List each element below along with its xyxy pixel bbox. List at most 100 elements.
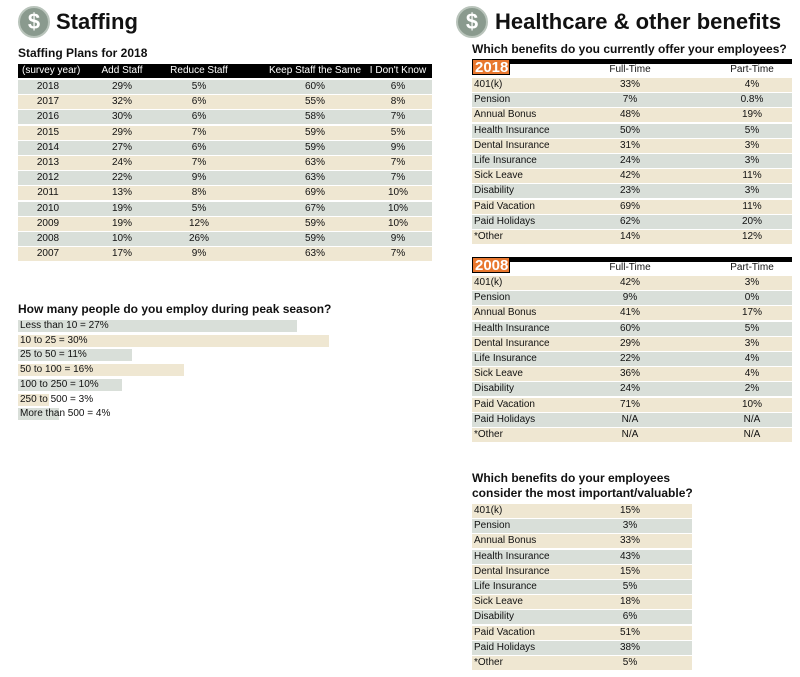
row-label: 2017 (36, 96, 60, 108)
row-label: Health Insurance (474, 322, 550, 334)
column-header: Part-Time (730, 262, 774, 273)
row-label: 2013 (36, 157, 60, 168)
cell: 10% (387, 187, 408, 199)
table-row: Life Insurance 22% 4% (472, 352, 792, 366)
table-row: Annual Bonus 41% 17% (472, 306, 792, 321)
cell: 4% (744, 79, 760, 90)
cell: 8% (191, 187, 207, 199)
cell: 69% (619, 200, 640, 212)
cell: 33% (619, 79, 640, 90)
cell: 24% (111, 157, 132, 168)
table-row: 2012 22% 9% 63% 7% (18, 171, 432, 186)
cell: 69% (304, 187, 325, 199)
table-row: Sick Leave 36% 4% (472, 367, 792, 382)
cell: 5% (744, 124, 760, 136)
cell: 22% (619, 353, 640, 364)
row-label: 401(k) (474, 505, 503, 516)
cell: 10% (387, 202, 408, 214)
cell: 3% (744, 155, 760, 166)
cell: 71% (619, 398, 640, 410)
cell: 5% (390, 126, 406, 138)
header-rule (472, 257, 792, 262)
column-header: I Don't Know (369, 65, 427, 76)
cell: 27% (111, 141, 132, 153)
cell: 58% (304, 111, 325, 123)
cell: 7% (390, 111, 406, 123)
row-label: 2011 (37, 187, 59, 199)
icon: $ (456, 6, 488, 38)
cell: 15% (619, 505, 640, 516)
cell: 24% (619, 383, 640, 395)
cell: 43% (619, 550, 640, 562)
cell: 9% (390, 233, 406, 244)
cell: 19% (111, 217, 132, 229)
table-row: Pension 7% 0.8% (472, 93, 792, 108)
section-title: Healthcare & other benefits (495, 9, 782, 34)
table-row: Pension 3% (472, 519, 692, 534)
cell: 10% (387, 217, 408, 229)
question: consider the most important/valuable? (472, 486, 693, 500)
cell: N/A (621, 429, 639, 440)
cell: 0% (744, 292, 760, 304)
table-title: Staffing Plans for 2018 (18, 46, 148, 60)
year-label: 2008 (475, 257, 509, 274)
cell: 9% (191, 248, 207, 260)
row-label: 2014 (36, 141, 60, 153)
table-row: Health Insurance 60% 5% (472, 321, 792, 336)
year-badge: 2008 (472, 257, 510, 273)
row-label: Pension (474, 94, 511, 106)
table-row: 2013 24% 7% 63% 7% (18, 156, 432, 170)
table-row: Disability 24% 2% (472, 382, 792, 397)
row-label: *Other (474, 429, 503, 440)
table-row: 2011 13% 8% 69% 10% (18, 186, 432, 201)
cell: 5% (622, 581, 638, 592)
column-header: Keep Staff the Same (268, 65, 362, 76)
row-label: Life Insurance (474, 155, 537, 166)
row-label: *Other (474, 231, 503, 242)
bar (18, 334, 329, 347)
cell: 18% (619, 596, 640, 608)
cell: 59% (304, 126, 325, 138)
cell: 6% (191, 111, 207, 123)
cell: 22% (111, 172, 132, 184)
table-row: 2014 27% 6% 59% 9% (18, 140, 432, 155)
table-row: 2008 10% 26% 59% 9% (18, 232, 432, 246)
table-row: Dental Insurance 15% (472, 564, 692, 579)
table-header: Full-Time Part-Time (472, 261, 792, 275)
cell: 32% (111, 96, 132, 108)
cell: 11% (742, 170, 762, 182)
row-label: Paid Vacation (474, 200, 535, 212)
cell: 60% (304, 81, 325, 92)
table-row: Paid Vacation 51% (472, 625, 692, 640)
table-row: 2010 19% 5% 67% 10% (18, 201, 432, 216)
row-label: 2007 (36, 248, 60, 260)
column-header: Part-Time (730, 64, 774, 75)
cell: 55% (304, 96, 325, 108)
cell: 26% (188, 233, 209, 244)
cell: 50% (619, 124, 640, 136)
row-label: 2016 (36, 111, 60, 123)
row-label: Pension (474, 292, 511, 304)
cell: 20% (741, 215, 762, 227)
table-row: Disability 23% 3% (472, 184, 792, 199)
bar (18, 408, 60, 421)
cell: N/A (743, 413, 761, 425)
question: Which benefits do you currently offer yo… (472, 42, 787, 56)
cell: 4% (744, 353, 760, 364)
header-rule (472, 59, 792, 64)
cell: 42% (619, 170, 640, 182)
row-label: Pension (474, 520, 511, 532)
cell: 30% (111, 111, 132, 123)
table-header: (survey year) Add Staff Reduce Staff Keep S… (18, 64, 432, 78)
cell: 10% (111, 233, 132, 244)
cell: 33% (619, 535, 640, 547)
bar-label: 250 to 500 = 3% (20, 393, 94, 405)
table-row: *Other 14% 12% (472, 230, 792, 244)
bar (18, 364, 184, 377)
cell: 38% (619, 641, 640, 653)
cell: 51% (619, 626, 640, 638)
cell: 3% (744, 337, 760, 349)
cell: 19% (111, 202, 132, 214)
row-label: Disability (474, 383, 515, 395)
cell: 7% (390, 157, 406, 168)
